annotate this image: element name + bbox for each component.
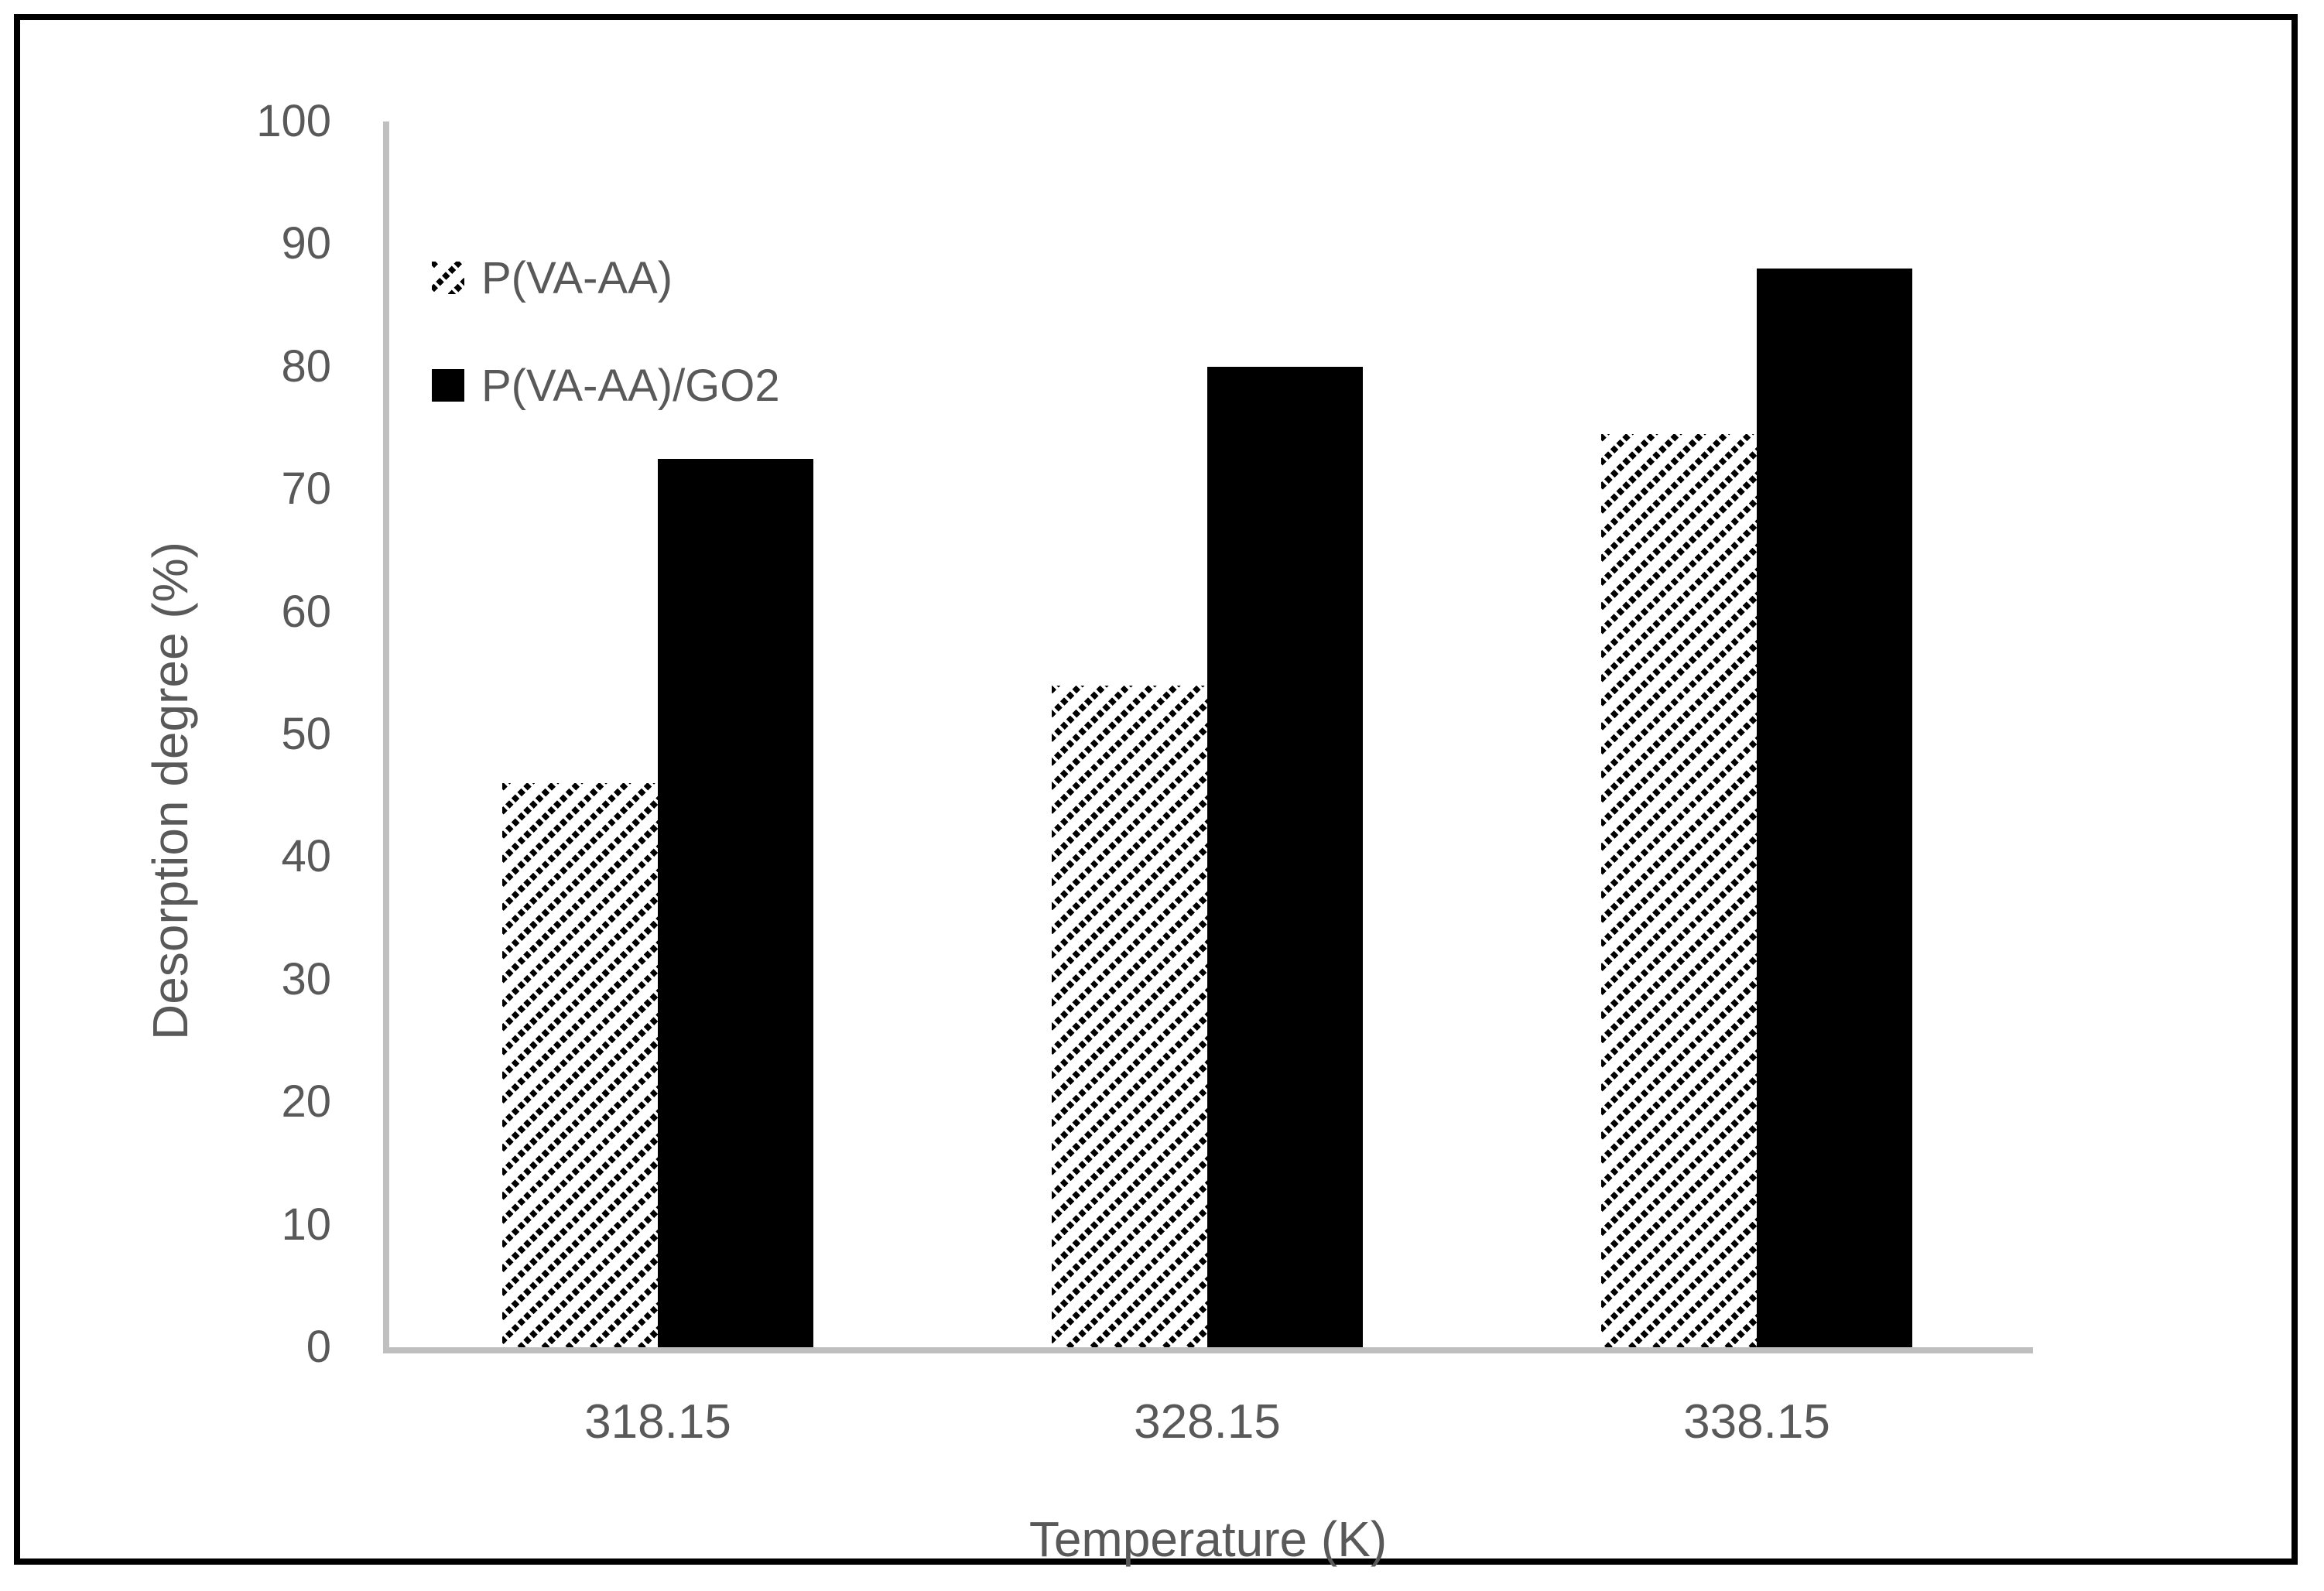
legend-label: P(VA-AA)/GO2 [481, 361, 780, 411]
legend-label: P(VA-AA) [481, 253, 673, 303]
y-tick-label-0: 0 [306, 1322, 331, 1372]
y-tick-label-100: 100 [256, 96, 331, 146]
bar-P(VA-AA)/GO2-318.15 [658, 459, 813, 1347]
legend-swatch-hatched-icon [432, 262, 464, 294]
x-tick-label-318.15: 318.15 [584, 1395, 731, 1449]
y-tick-label-60: 60 [281, 586, 331, 637]
x-axis-line [383, 1347, 2033, 1353]
bar-P(VA-AA)-338.15 [1601, 434, 1757, 1347]
x-tick-label-338.15: 338.15 [1683, 1395, 1830, 1449]
legend-swatch-solid-icon [432, 369, 464, 402]
bar-P(VA-AA)-328.15 [1052, 686, 1207, 1347]
y-tick-label-30: 30 [281, 953, 331, 1004]
bar-P(VA-AA)-318.15 [502, 783, 658, 1347]
y-tick-label-70: 70 [281, 464, 331, 515]
bar-P(VA-AA)/GO2-328.15 [1207, 367, 1363, 1347]
x-axis-title: Temperature (K) [1029, 1511, 1388, 1567]
bar-P(VA-AA)/GO2-338.15 [1757, 269, 1912, 1347]
y-tick-label-10: 10 [281, 1199, 331, 1250]
y-tick-label-40: 40 [281, 831, 331, 882]
y-tick-label-20: 20 [281, 1076, 331, 1127]
y-tick-label-90: 90 [281, 218, 331, 269]
y-tick-label-50: 50 [281, 709, 331, 759]
y-axis-line [383, 121, 389, 1353]
y-tick-label-80: 80 [281, 340, 331, 392]
x-tick-label-328.15: 328.15 [1134, 1395, 1281, 1449]
